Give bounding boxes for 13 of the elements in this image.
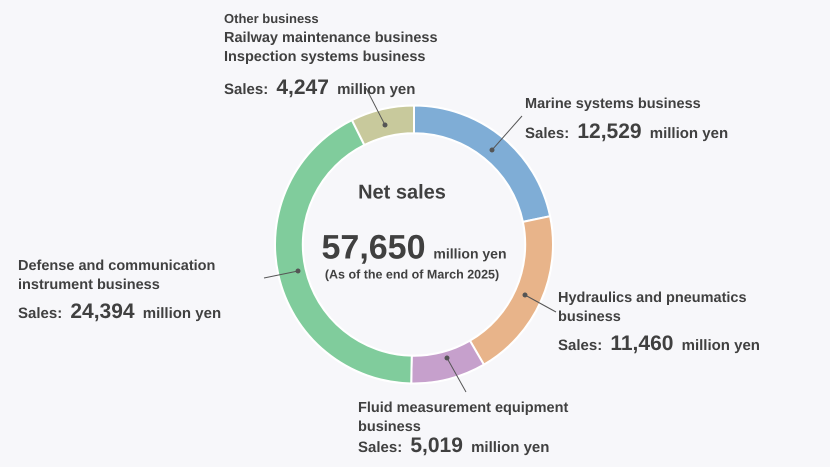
slice-label: Hydraulics and pneumatics business: [558, 290, 747, 325]
slice-label: Other business Railway maintenance business Inspection systems business: [224, 11, 438, 65]
slice-label: Marine systems business: [525, 96, 701, 112]
data-label: Sales: 11,460 million yen: [558, 332, 760, 355]
slice-label: Defense and communication instrument business: [18, 258, 216, 293]
data-label: Sales: 5,019 million yen: [358, 434, 550, 457]
text: Net sales: [358, 182, 446, 204]
slice-label: Fluid measurement equipment business: [358, 400, 568, 435]
text: 57,650 million yen: [321, 228, 507, 266]
text: (As of the end of March 2025): [324, 268, 500, 282]
data-label: Sales: 24,394 million yen: [18, 300, 222, 323]
data-label: Sales: 4,247 million yen: [224, 76, 416, 99]
data-label: Sales: 12,529 million yen: [525, 120, 728, 143]
